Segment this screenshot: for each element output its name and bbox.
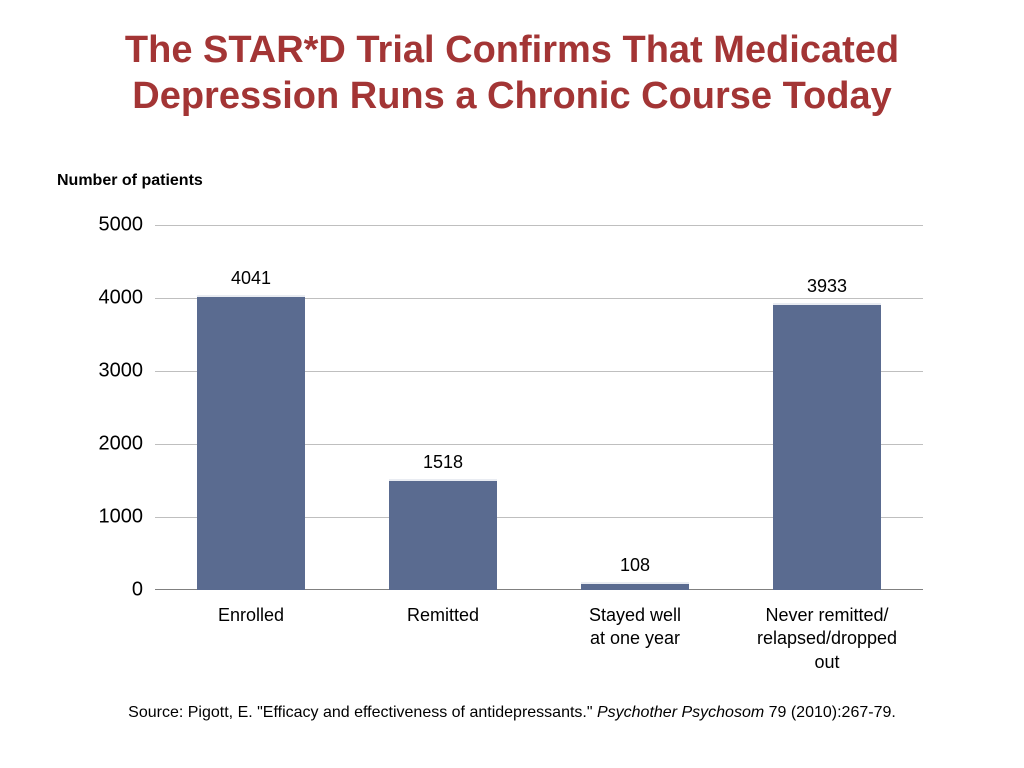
bar: 1518 — [389, 479, 497, 590]
source-journal: Psychother Psychosom — [597, 704, 769, 721]
ytick-label: 0 — [132, 579, 155, 602]
source-suffix: 79 (2010):267-79. — [769, 704, 896, 721]
ytick-label: 1000 — [99, 506, 156, 529]
bar: 3933 — [773, 303, 881, 590]
bar-chart: 0100020003000400050004041Enrolled1518Rem… — [155, 225, 923, 590]
ytick-label: 2000 — [99, 433, 156, 456]
plot-area: 0100020003000400050004041Enrolled1518Rem… — [155, 225, 923, 590]
bar: 108 — [581, 582, 689, 590]
bar-top-edge — [581, 582, 689, 584]
bar-top-edge — [197, 295, 305, 297]
bar-value-label: 108 — [620, 555, 650, 582]
xtick-label: Remitted — [407, 590, 479, 627]
source-citation: Source: Pigott, E. "Efficacy and effecti… — [0, 704, 1024, 722]
bar-top-edge — [389, 479, 497, 481]
ytick-label: 5000 — [99, 214, 156, 237]
ytick-label: 4000 — [99, 287, 156, 310]
xtick-label: Enrolled — [218, 590, 284, 627]
y-axis-label: Number of patients — [57, 172, 203, 190]
title-line-1: The STAR*D Trial Confirms That Medicated — [125, 29, 899, 71]
bar-value-label: 3933 — [807, 276, 847, 303]
gridline — [155, 225, 923, 226]
source-prefix: Source: Pigott, E. "Efficacy and effecti… — [128, 704, 597, 721]
bar-top-edge — [773, 303, 881, 305]
xtick-label: Stayed well at one year — [589, 590, 681, 651]
xtick-label: Never remitted/ relapsed/dropped out — [757, 590, 897, 674]
bar-value-label: 4041 — [231, 268, 271, 295]
bar: 4041 — [197, 295, 305, 590]
slide-title: The STAR*D Trial Confirms That Medicated… — [0, 28, 1024, 119]
slide: The STAR*D Trial Confirms That Medicated… — [0, 0, 1024, 768]
title-line-2: Depression Runs a Chronic Course Today — [132, 75, 891, 117]
ytick-label: 3000 — [99, 360, 156, 383]
bar-value-label: 1518 — [423, 452, 463, 479]
